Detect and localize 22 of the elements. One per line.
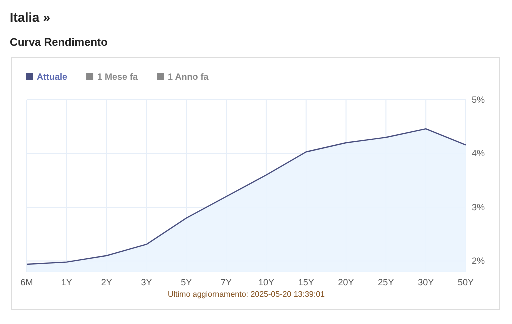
x-tick-label: 20Y (338, 277, 354, 288)
x-tick-label: 1Y (61, 277, 72, 288)
text: Ultimo aggiornamento: 2025-05-20 13:39:01 (168, 290, 326, 299)
x-tick-label: 2Y (101, 277, 112, 288)
chart-subtitle: Curva Rendimento (10, 37, 108, 49)
y-tick-label: 3% (472, 202, 486, 212)
legend-label: 1 Mese fa (98, 72, 140, 82)
x-tick-label: 3Y (141, 277, 152, 288)
chart-title: Italia » (10, 10, 50, 25)
y-tick-label: 5% (472, 94, 486, 105)
x-tick-label: 10Y (258, 277, 274, 288)
x-tick-label: 15Y (298, 277, 314, 288)
y-tick-label: 4% (472, 148, 486, 159)
y-tick-label: 2% (472, 256, 486, 266)
x-tick-label: 7Y (221, 277, 232, 288)
x-tick-label: 25Y (378, 277, 394, 288)
x-tick-label: 6M (20, 277, 34, 288)
legend-label: 1 Anno fa (168, 72, 210, 82)
legend-label: Attuale (37, 72, 68, 82)
x-tick-label: 5Y (181, 277, 192, 288)
x-tick-label: 50Y (458, 277, 474, 288)
x-tick-label: 30Y (418, 277, 434, 288)
